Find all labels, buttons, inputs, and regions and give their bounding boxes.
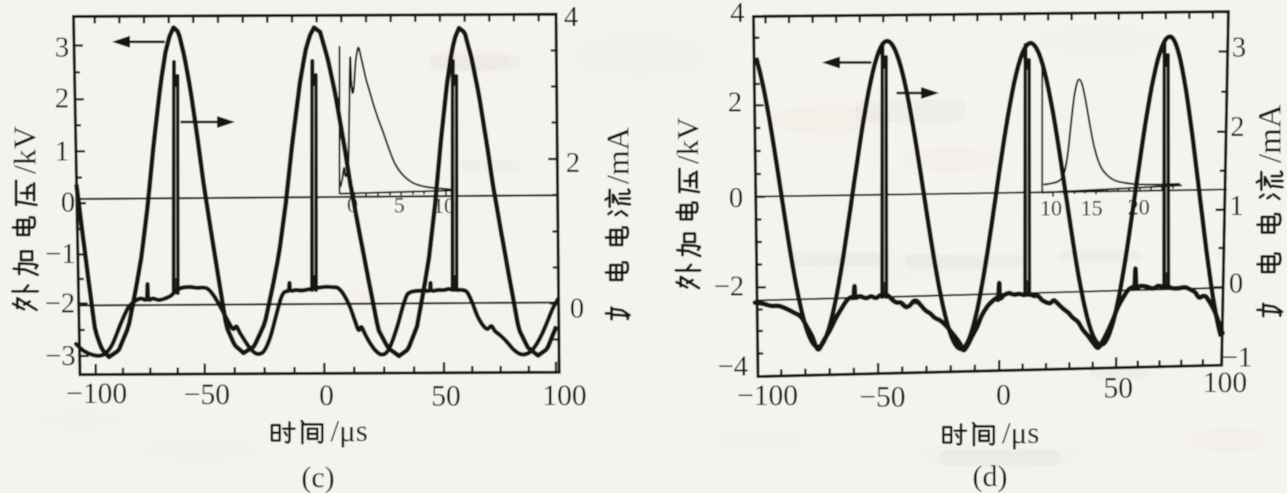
svg-text:2: 2 <box>728 87 742 118</box>
svg-text:/μs: /μs <box>1002 415 1039 450</box>
svg-text:/kV: /kV <box>6 126 42 174</box>
svg-text:100: 100 <box>542 380 586 412</box>
svg-text:4: 4 <box>564 2 578 33</box>
svg-text:/kV: /kV <box>670 117 705 164</box>
svg-text:50: 50 <box>431 380 461 412</box>
svg-text:−1: −1 <box>45 239 75 270</box>
svg-text:2: 2 <box>566 148 580 179</box>
svg-text:/μs: /μs <box>331 413 368 448</box>
svg-text:/mA: /mA <box>599 127 635 184</box>
svg-text:1: 1 <box>55 137 69 168</box>
svg-text:0: 0 <box>319 380 334 412</box>
svg-text:5: 5 <box>394 193 405 218</box>
svg-text:−100: −100 <box>737 380 798 412</box>
svg-text:0: 0 <box>570 294 584 325</box>
svg-text:(d): (d) <box>973 460 1008 493</box>
svg-text:4: 4 <box>730 0 744 29</box>
svg-text:15: 15 <box>1081 196 1103 221</box>
svg-text:3: 3 <box>1232 33 1246 64</box>
svg-text:20: 20 <box>1128 195 1150 220</box>
svg-text:−2: −2 <box>714 272 744 303</box>
svg-text:−3: −3 <box>45 341 75 372</box>
svg-text:0: 0 <box>996 379 1011 411</box>
svg-text:−1: −1 <box>1222 343 1252 374</box>
svg-text:0: 0 <box>347 192 358 217</box>
svg-text:−50: −50 <box>184 379 230 411</box>
svg-text:−50: −50 <box>859 381 905 413</box>
svg-text:2: 2 <box>1230 112 1244 143</box>
svg-text:1: 1 <box>1229 191 1243 222</box>
svg-text:50: 50 <box>1103 372 1133 404</box>
svg-text:0: 0 <box>61 188 75 219</box>
svg-text:/mA: /mA <box>1253 104 1287 163</box>
svg-text:10: 10 <box>1040 196 1062 221</box>
svg-text:(c): (c) <box>301 461 334 493</box>
svg-text:2: 2 <box>55 84 69 115</box>
svg-text:−100: −100 <box>66 378 127 410</box>
svg-text:100: 100 <box>1203 367 1247 399</box>
svg-text:0: 0 <box>729 183 743 214</box>
svg-text:−4: −4 <box>718 352 748 383</box>
svg-text:0: 0 <box>1229 268 1243 299</box>
svg-text:10: 10 <box>433 193 455 218</box>
svg-text:3: 3 <box>55 33 69 64</box>
svg-text:−2: −2 <box>45 289 75 320</box>
